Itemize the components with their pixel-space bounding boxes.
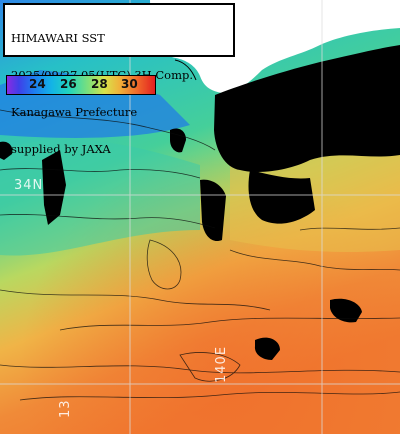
isotherm-contours — [0, 109, 400, 401]
colorbar-tick: 28 — [91, 77, 108, 91]
colorbar-tick: 30 — [121, 77, 138, 91]
colorbar-tick: 26 — [60, 77, 77, 91]
info-box: HIMAWARI SST 2025/09/27 05(UTC) 3H Comp.… — [3, 3, 235, 156]
lon-label-rotated: 140E — [214, 345, 229, 383]
lat-label: 34N — [14, 178, 44, 193]
info-region: Kanagawa Prefecture — [11, 105, 138, 120]
lon-label-bottom: 13 — [58, 399, 73, 418]
info-source: supplied by JAXA — [11, 142, 111, 157]
colorbar-tick: 24 — [29, 77, 46, 91]
temperature-colorbar: 24 26 28 30 — [6, 75, 156, 95]
info-title: HIMAWARI SST — [11, 30, 105, 45]
